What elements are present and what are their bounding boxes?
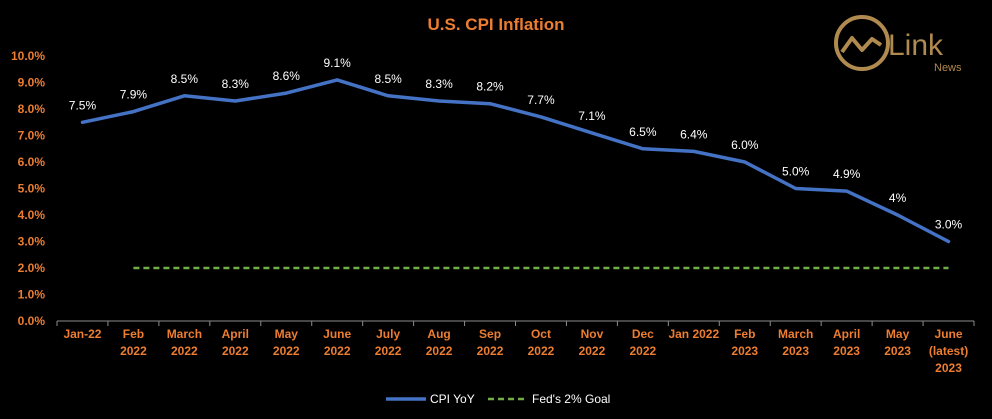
cpi-point xyxy=(845,189,849,193)
data-label: 7.1% xyxy=(578,109,606,123)
x-tick-label: Sep 2022 xyxy=(477,327,504,358)
cpi-point xyxy=(233,99,237,103)
data-label: 9.1% xyxy=(324,56,352,70)
data-label: 8.3% xyxy=(425,77,453,91)
data-label: 7.9% xyxy=(120,88,148,102)
data-label: 8.5% xyxy=(374,72,402,86)
y-axis-ticks: 0.0% 1.0% 2.0% 3.0% 4.0% 5.0% 6.0% 7.0% 8.0% 9.0%… xyxy=(11,49,45,328)
x-tick-label: Jan-22 xyxy=(63,327,101,341)
logo-ring-icon xyxy=(834,15,890,71)
legend-label: Fed's 2% Goal xyxy=(532,392,610,406)
x-tick-label: Nov 2022 xyxy=(579,327,606,358)
data-label: 8.6% xyxy=(273,69,301,83)
y-tick-label: 0.0% xyxy=(18,314,46,328)
series-layer xyxy=(80,78,951,270)
x-tick-label: March 2023 xyxy=(778,327,813,358)
x-tick-label: Feb 2022 xyxy=(120,327,147,358)
data-label: 8.2% xyxy=(476,80,504,94)
cpi-point xyxy=(590,131,594,135)
cpi-point xyxy=(284,91,288,95)
y-tick-label: 6.0% xyxy=(18,155,46,169)
cpi-point xyxy=(947,240,951,243)
x-tick-label: Jan 2022 xyxy=(668,327,719,341)
x-tick-label: April 2022 xyxy=(222,327,249,358)
legend: CPI YoY Fed's 2% Goal xyxy=(386,392,610,406)
x-tick-label: May 2022 xyxy=(273,327,300,358)
y-tick-label: 4.0% xyxy=(18,208,46,222)
x-tick-label: June 2022 xyxy=(323,327,351,358)
cpi-point xyxy=(386,94,390,98)
data-label: 8.3% xyxy=(222,77,250,91)
x-tick-label: May 2023 xyxy=(884,327,911,358)
data-label: 3.0% xyxy=(935,218,963,232)
cpi-point xyxy=(743,160,747,164)
data-label: 6.0% xyxy=(731,138,759,152)
y-tick-label: 2.0% xyxy=(18,261,46,275)
y-tick-label: 5.0% xyxy=(18,182,46,196)
chart-title: U.S. CPI Inflation xyxy=(428,15,565,34)
x-tick-label: April 2023 xyxy=(833,327,860,358)
data-label: 8.5% xyxy=(171,72,199,86)
y-tick-label: 1.0% xyxy=(18,288,46,302)
logo-subtext: News xyxy=(934,62,962,74)
x-tick-label: Dec 2022 xyxy=(630,327,657,358)
x-tick-label: Oct 2022 xyxy=(528,327,555,358)
x-tick-label: June (latest) 2023 xyxy=(929,327,968,375)
cpi-line xyxy=(80,78,951,244)
y-tick-label: 7.0% xyxy=(18,129,46,143)
data-label: 4% xyxy=(889,191,907,205)
data-label: 4.9% xyxy=(833,167,861,181)
data-label: 5.0% xyxy=(782,165,810,179)
y-tick-label: 10.0% xyxy=(11,49,45,63)
legend-label: CPI YoY xyxy=(430,392,475,406)
x-axis-ticks: Jan-22 Feb 2022 March 2022 April 2022 May 2022 Ju… xyxy=(56,321,975,375)
y-tick-label: 3.0% xyxy=(18,235,46,249)
cpi-point xyxy=(794,187,798,190)
data-label: 7.7% xyxy=(527,93,555,107)
logo-wordmark: Link xyxy=(888,29,944,62)
y-tick-label: 8.0% xyxy=(18,102,46,116)
cpi-point xyxy=(335,78,339,82)
cpi-point xyxy=(539,115,543,119)
x-tick-label: March 2022 xyxy=(167,327,202,358)
cpi-point xyxy=(488,102,492,106)
cpi-point xyxy=(182,94,186,98)
x-tick-label: Aug 2022 xyxy=(426,327,453,358)
data-label: 6.4% xyxy=(680,127,708,141)
data-label: 7.5% xyxy=(69,98,97,112)
logo-zigzag-icon xyxy=(840,36,883,54)
cpi-point xyxy=(896,213,900,217)
cpi-point xyxy=(80,120,84,124)
brand-logo: Link News xyxy=(834,15,962,74)
cpi-point xyxy=(437,99,441,103)
y-tick-label: 9.0% xyxy=(18,76,46,90)
x-tick-label: Feb 2023 xyxy=(731,327,758,358)
cpi-point xyxy=(641,147,645,151)
data-label: 6.5% xyxy=(629,125,657,139)
data-labels: 7.5% 7.9% 8.5% 8.3% 8.6% 9.1% 8.5% 8.3% 8.2% 7.7%… xyxy=(69,56,963,232)
cpi-point xyxy=(692,149,696,153)
x-tick-label: July 2022 xyxy=(375,327,402,358)
cpi-point xyxy=(131,110,135,114)
